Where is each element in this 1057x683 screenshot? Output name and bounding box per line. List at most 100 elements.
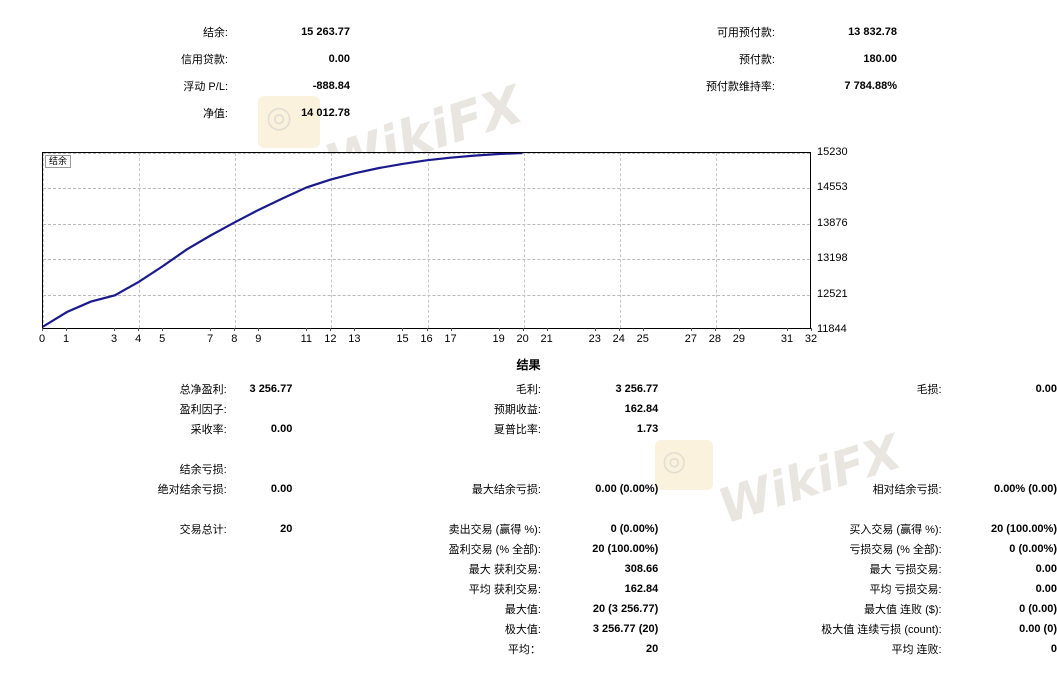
results-col3-label: 最大值 连败 ($): xyxy=(864,604,942,616)
chart-x-tick-label: 7 xyxy=(207,333,214,345)
balance-chart: 结余 xyxy=(42,152,811,329)
results-col3-label: 毛损: xyxy=(916,384,942,396)
chart-y-tick-label: 13198 xyxy=(817,252,848,265)
results-col3-value: 0.00 xyxy=(1035,383,1057,395)
chart-x-tick-label: 31 xyxy=(780,333,794,345)
chart-x-tick-label: 9 xyxy=(255,333,262,345)
chart-gridline xyxy=(43,294,810,296)
chart-x-tickmark xyxy=(450,328,452,331)
chart-x-tickmark xyxy=(738,328,740,331)
results-col2-value: 308.66 xyxy=(624,563,659,575)
results-col2-label: 平均： xyxy=(507,644,541,656)
chart-gridline xyxy=(43,259,810,261)
margin-label: 预付款: xyxy=(738,53,775,66)
chart-x-tick-label: 19 xyxy=(492,333,505,345)
results-col3-value: 0.00 xyxy=(1035,583,1057,595)
chart-x-tick-label: 24 xyxy=(612,333,625,345)
margin-value: 180.00 xyxy=(863,52,897,65)
chart-x-tickmark xyxy=(618,328,620,331)
chart-x-tick-label: 27 xyxy=(684,333,697,345)
results-row: 盈利因子: 预期收益: 162.84 xyxy=(0,399,1057,419)
chart-x-tick-label: 21 xyxy=(540,333,553,345)
chart-x-tick-label: 29 xyxy=(732,333,746,345)
chart-x-tickmark xyxy=(546,328,548,331)
results-col2-value: 1.73 xyxy=(636,423,659,435)
results-col3-label: 买入交易 (赢得 %): xyxy=(849,524,942,536)
chart-y-tick-label: 12521 xyxy=(817,287,848,300)
results-col3-label: 极大值 连续亏损 (count): xyxy=(821,624,942,636)
chart-gridline xyxy=(331,153,333,328)
chart-x-tickmark xyxy=(306,328,308,331)
equity-label: 净值: xyxy=(202,107,228,120)
results-col1-label: 总净盈利: xyxy=(179,384,227,396)
results-row: 极大值: 3 256.77 (20) 极大值 连续亏损 (count): 0.00 (… xyxy=(0,619,1057,639)
results-col1-value: 0.00 xyxy=(270,483,293,495)
summary-row: 结余: 15 263.77 可用预付款: 13 832.78 xyxy=(0,18,1057,45)
chart-gridline xyxy=(139,153,141,328)
results-col3-label: 相对结余亏损: xyxy=(872,484,942,496)
chart-x-tick-label: 0 xyxy=(38,333,46,345)
results-title: 结果 xyxy=(516,358,541,372)
results-col2-label: 最大 获利交易: xyxy=(468,564,541,576)
chart-plot-area: 结余 xyxy=(42,152,811,329)
results-col2-label: 最大结余亏损: xyxy=(471,484,541,496)
chart-gridline xyxy=(43,223,810,225)
chart-x-tickmark xyxy=(498,328,500,331)
chart-y-axis: 11844 12521 13198 13876 14553 15230 xyxy=(817,146,887,335)
results-col1-label: 交易总计: xyxy=(179,524,227,536)
results-spacer xyxy=(0,499,1057,519)
results-col2-label: 盈利交易 (% 全部): xyxy=(448,544,541,556)
results-col3-label: 亏损交易 (% 全部): xyxy=(849,544,942,556)
chart-y-tick-label: 15230 xyxy=(817,146,848,158)
results-col3-value: 0.00 xyxy=(1035,563,1057,575)
results-col1-label: 绝对结余亏损: xyxy=(157,484,227,496)
results-col2-value: 20 (3 256.77) xyxy=(592,603,659,615)
equity-value: 14 012.78 xyxy=(301,106,350,119)
results-row: 平均 获利交易: 162.84 平均 亏损交易: 0.00 xyxy=(0,579,1057,599)
chart-x-tickmark xyxy=(42,328,43,331)
chart-x-tickmark xyxy=(690,328,692,331)
summary-row: 净值: 14 012.78 xyxy=(0,99,1057,126)
chart-gridline xyxy=(427,153,429,328)
floating-pl-value: -888.84 xyxy=(312,79,350,92)
results-col2-value: 0.00 (0.00%) xyxy=(595,483,659,495)
chart-x-tickmark xyxy=(210,328,212,331)
chart-x-tick-label: 12 xyxy=(324,333,337,345)
results-col2-label: 平均 获利交易: xyxy=(468,584,541,596)
chart-x-tickmark xyxy=(330,328,332,331)
results-col1-value: 0.00 xyxy=(270,423,293,435)
results-col1-label: 盈利因子: xyxy=(179,404,227,416)
free-margin-value: 13 832.78 xyxy=(848,25,897,38)
chart-y-tick-label: 13876 xyxy=(817,216,848,229)
chart-gridline xyxy=(619,153,621,328)
summary-row: 浮动 P/L: -888.84 预付款维持率: 7 784.88% xyxy=(0,72,1057,99)
balance-value: 15 263.77 xyxy=(301,25,350,38)
chart-x-axis: 0 1 3 4 5 7 8 9 11 12 13 15 16 17 19 20 21 23 24 25 27 28 29 31… xyxy=(38,328,817,347)
chart-gridline xyxy=(523,153,525,328)
results-col3-value: 0 (0.00%) xyxy=(1009,543,1057,555)
chart-x-tick-label: 11 xyxy=(300,333,313,345)
results-spacer xyxy=(0,439,1057,459)
chart-gridline xyxy=(43,153,810,154)
results-col3-label: 最大 亏损交易: xyxy=(869,564,942,576)
chart-x-tick-label: 28 xyxy=(708,333,721,345)
chart-x-tickmark xyxy=(66,328,68,331)
chart-x-tick-label: 20 xyxy=(516,333,529,345)
chart-x-tickmark xyxy=(258,328,260,331)
chart-x-tickmark xyxy=(811,328,812,331)
chart-x-tickmark xyxy=(354,328,356,331)
results-col1-value: 20 xyxy=(280,523,293,535)
results-col2-label: 毛利: xyxy=(515,384,541,396)
results-col2-value: 3 256.77 (20) xyxy=(592,623,659,635)
results-col2-value: 20 (100.00%) xyxy=(592,543,659,555)
chart-x-tickmark xyxy=(402,328,404,331)
results-col3-value: 0.00% (0.00) xyxy=(994,483,1057,495)
free-margin-label: 可用预付款: xyxy=(716,26,775,39)
chart-x-tick-label: 23 xyxy=(588,333,601,345)
chart-y-tick-label: 14553 xyxy=(817,181,848,194)
chart-x-tick-label: 1 xyxy=(62,333,70,345)
chart-x-tickmark xyxy=(114,328,116,331)
chart-x-tickmark xyxy=(522,328,524,331)
chart-gridline xyxy=(43,153,44,328)
account-summary: 结余: 15 263.77 可用预付款: 13 832.78 信用贷款: 0.0… xyxy=(0,18,1057,126)
